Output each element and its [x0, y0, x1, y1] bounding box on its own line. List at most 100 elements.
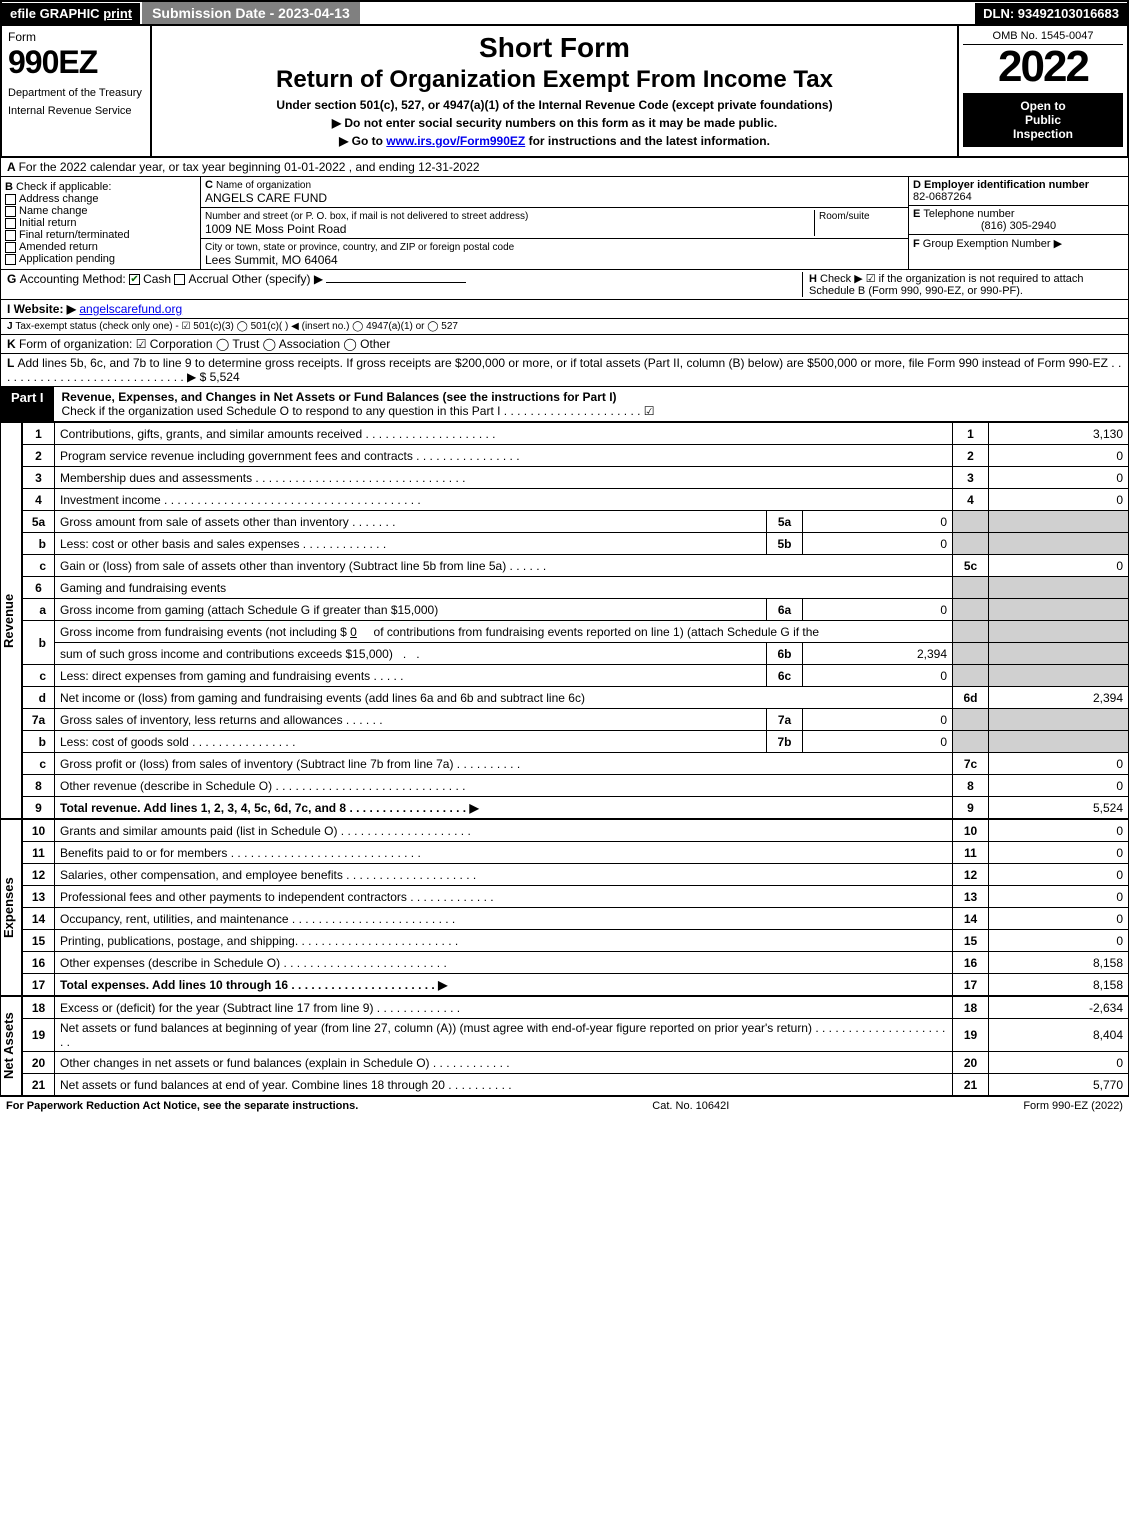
B-opt3: Final return/terminated [19, 229, 130, 241]
line-6d: dNet income or (loss) from gaming and fu… [23, 687, 1129, 709]
B-opt5: Application pending [19, 253, 115, 265]
G-accrual: Accrual [188, 272, 228, 286]
part1-check: Check if the organization used Schedule … [62, 404, 655, 418]
part1-label: Part I [1, 387, 54, 421]
line-11: 11Benefits paid to or for members . . . … [23, 842, 1129, 864]
section-C: C Name of organization ANGELS CARE FUND … [201, 177, 908, 269]
line-4: 4Investment income . . . . . . . . . . .… [23, 489, 1129, 511]
line-12: 12Salaries, other compensation, and empl… [23, 864, 1129, 886]
note1: ▶ Do not enter social security numbers o… [160, 116, 949, 130]
line-6a: aGross income from gaming (attach Schedu… [23, 599, 1129, 621]
page-footer: For Paperwork Reduction Act Notice, see … [0, 1096, 1129, 1115]
note2-suffix: for instructions and the latest informat… [525, 134, 770, 148]
chk-cash[interactable] [129, 274, 140, 285]
chk-pending[interactable] [5, 254, 16, 265]
I-label: Website: ▶ [14, 302, 76, 316]
line-7c: cGross profit or (loss) from sales of in… [23, 753, 1129, 775]
irs-link[interactable]: www.irs.gov/Form990EZ [386, 134, 525, 148]
tax-year: 2022 [963, 45, 1123, 89]
line-5c: cGain or (loss) from sale of assets othe… [23, 555, 1129, 577]
org-name: ANGELS CARE FUND [205, 191, 327, 205]
line-20: 20Other changes in net assets or fund ba… [23, 1052, 1129, 1074]
form-header: Form 990EZ Department of the Treasury In… [0, 26, 1129, 158]
B-opt4: Amended return [19, 241, 98, 253]
line-2: 2Program service revenue including gover… [23, 445, 1129, 467]
D-label: Employer identification number [924, 179, 1089, 191]
line-7b: bLess: cost of goods sold . . . . . . . … [23, 731, 1129, 753]
phone: (816) 305-2940 [913, 220, 1124, 232]
footer-center: Cat. No. 10642I [652, 1100, 729, 1112]
line-21: 21Net assets or fund balances at end of … [23, 1074, 1129, 1096]
chk-accrual[interactable] [174, 274, 185, 285]
line-18: 18Excess or (deficit) for the year (Subt… [23, 997, 1129, 1019]
L-text: Add lines 5b, 6c, and 7b to line 9 to de… [7, 356, 1121, 384]
B-label: Check if applicable: [16, 181, 111, 193]
print-link[interactable]: print [103, 6, 132, 21]
G-other: Other (specify) ▶ [232, 272, 323, 286]
netassets-vlabel: Net Assets [0, 996, 22, 1096]
line-1: 1Contributions, gifts, grants, and simil… [23, 423, 1129, 445]
open3: Inspection [967, 127, 1119, 141]
H-text: Check ▶ ☑ if the organization is not req… [809, 273, 1084, 297]
netassets-section: Net Assets 18Excess or (deficit) for the… [0, 996, 1129, 1096]
K-text: Form of organization: ☑ Corporation ◯ Tr… [19, 337, 390, 351]
part1-title-text: Revenue, Expenses, and Changes in Net As… [62, 390, 617, 404]
line-7a: 7aGross sales of inventory, less returns… [23, 709, 1129, 731]
chk-address[interactable] [5, 194, 16, 205]
website[interactable]: angelscarefund.org [79, 302, 182, 316]
chk-initial[interactable] [5, 218, 16, 229]
section-DEF: D Employer identification number 82-0687… [908, 177, 1128, 269]
C-street-label: Number and street (or P. O. box, if mail… [205, 211, 528, 222]
C-room-label: Room/suite [819, 211, 870, 222]
chk-name[interactable] [5, 206, 16, 217]
line-5a: 5aGross amount from sale of assets other… [23, 511, 1129, 533]
C-city-label: City or town, state or province, country… [205, 242, 514, 253]
revenue-section: Revenue 1Contributions, gifts, grants, a… [0, 422, 1129, 819]
org-street: 1009 NE Moss Point Road [205, 222, 346, 236]
header-center: Short Form Return of Organization Exempt… [152, 26, 957, 156]
line-16: 16Other expenses (describe in Schedule O… [23, 952, 1129, 974]
line-6: 6Gaming and fundraising events [23, 577, 1129, 599]
line-6c: cLess: direct expenses from gaming and f… [23, 665, 1129, 687]
efile-text: efile GRAPHIC [10, 6, 100, 21]
open-to-public: Open to Public Inspection [963, 93, 1123, 147]
F-label: Group Exemption Number ▶ [923, 238, 1062, 250]
submission-date: Submission Date - 2023-04-13 [142, 2, 360, 24]
form-label: Form [8, 30, 144, 44]
return-title: Return of Organization Exempt From Incom… [160, 66, 949, 94]
note2: ▶ Go to www.irs.gov/Form990EZ for instru… [160, 134, 949, 148]
footer-right: Form 990-EZ (2022) [1023, 1100, 1123, 1112]
section-J: J Tax-exempt status (check only one) - ☑… [0, 319, 1129, 335]
part1-header: Part I Revenue, Expenses, and Changes in… [0, 387, 1129, 422]
line-5b: bLess: cost or other basis and sales exp… [23, 533, 1129, 555]
chk-final[interactable] [5, 230, 16, 241]
B-opt0: Address change [19, 193, 99, 205]
l6b-d1: Gross income from fundraising events (no… [60, 625, 347, 639]
open2: Public [967, 113, 1119, 127]
top-bar: efile GRAPHIC print Submission Date - 20… [0, 0, 1129, 26]
dln: DLN: 93492103016683 [975, 3, 1127, 24]
section-A: A For the 2022 calendar year, or tax yea… [0, 158, 1129, 177]
name-block: B Check if applicable: Address change Na… [0, 177, 1129, 270]
B-opt2: Initial return [19, 217, 76, 229]
revenue-vlabel: Revenue [0, 422, 22, 819]
header-right: OMB No. 1545-0047 2022 Open to Public In… [957, 26, 1127, 156]
note2-prefix: ▶ Go to [339, 134, 386, 148]
expenses-section: Expenses 10Grants and similar amounts pa… [0, 819, 1129, 996]
header-left: Form 990EZ Department of the Treasury In… [2, 26, 152, 156]
section-K: K Form of organization: ☑ Corporation ◯ … [0, 335, 1129, 354]
chk-amended[interactable] [5, 242, 16, 253]
ein: 82-0687264 [913, 191, 972, 203]
netassets-table: 18Excess or (deficit) for the year (Subt… [22, 996, 1129, 1096]
part1-title: Revenue, Expenses, and Changes in Net As… [54, 387, 1128, 421]
line-15: 15Printing, publications, postage, and s… [23, 930, 1129, 952]
form-number: 990EZ [8, 44, 144, 81]
l6b-d1b: 0 [350, 625, 357, 639]
A-text: For the 2022 calendar year, or tax year … [19, 160, 480, 174]
footer-left: For Paperwork Reduction Act Notice, see … [6, 1100, 358, 1112]
G-label: Accounting Method: [20, 272, 126, 286]
G-cash: Cash [143, 272, 171, 286]
dept: Department of the Treasury [8, 87, 144, 99]
E-label: Telephone number [923, 208, 1014, 220]
expenses-table: 10Grants and similar amounts paid (list … [22, 819, 1129, 996]
